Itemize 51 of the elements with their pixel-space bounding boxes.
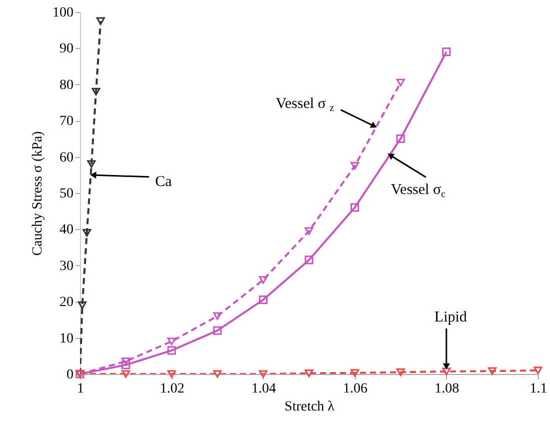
x-tick-label: 1.06	[343, 382, 368, 396]
x-tick-label: 1.1	[530, 382, 548, 396]
y-tick-label: 90	[60, 42, 74, 57]
y-tick-label: 0	[66, 368, 74, 382]
point	[167, 370, 176, 378]
point	[213, 370, 222, 378]
y-tick-label: 40	[60, 222, 74, 238]
y-tick-label: 60	[60, 150, 74, 166]
x-tick-label: 1.08	[434, 382, 460, 396]
annotation: Lipid	[434, 309, 468, 326]
point	[304, 369, 314, 378]
point	[442, 368, 451, 376]
y-tick-label: 80	[60, 78, 74, 93]
point	[396, 78, 405, 86]
point	[488, 367, 496, 375]
y-tick-label: 100	[52, 6, 74, 20]
y-tick-label: 20	[60, 295, 74, 310]
point	[92, 88, 100, 96]
point	[304, 256, 314, 264]
point	[258, 296, 268, 304]
y-tick-label: 30	[60, 258, 74, 274]
point	[122, 370, 130, 378]
point	[213, 312, 222, 320]
annotation: Ca	[155, 174, 172, 190]
x-tick-label: 1.04	[251, 382, 276, 396]
point	[350, 162, 360, 170]
y-tick-label: 70	[60, 114, 74, 130]
point	[258, 370, 268, 378]
point	[78, 301, 87, 310]
point	[350, 203, 360, 212]
point	[122, 358, 130, 366]
y-tick-label: 10	[60, 331, 74, 346]
y-axis-title: Cauchy Stress σ (kPa)	[30, 130, 46, 256]
x-tick-label: 1	[77, 382, 84, 396]
y-tick-label: 50	[60, 186, 74, 202]
point	[82, 229, 92, 237]
point	[96, 17, 105, 25]
point	[534, 366, 542, 374]
point	[304, 227, 314, 235]
point	[213, 326, 222, 335]
point	[167, 338, 176, 346]
point	[122, 360, 130, 370]
point	[258, 276, 268, 284]
point	[396, 134, 405, 143]
point	[350, 369, 360, 377]
x-axis-title: Stretch λ	[284, 400, 335, 414]
point	[87, 160, 96, 168]
point	[442, 48, 451, 56]
point	[396, 368, 405, 376]
point	[167, 346, 176, 355]
x-tick-label: 1.02	[160, 382, 184, 396]
